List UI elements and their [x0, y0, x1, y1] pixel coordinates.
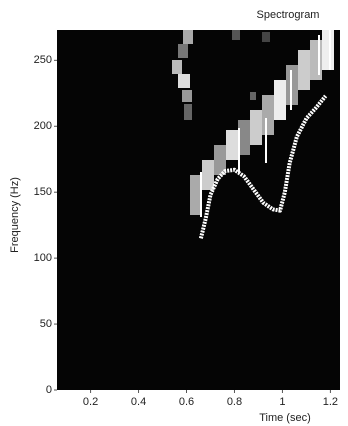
y-axis-label: Frequency (Hz) [9, 177, 21, 253]
x-tick-label: 0.4 [131, 396, 146, 408]
chart-title: Spectrogram [257, 9, 320, 21]
y-tick-label: 100 [34, 252, 52, 264]
y-tick-label: 150 [34, 186, 52, 198]
y-tick-label: 0 [46, 384, 52, 396]
y-tick-label: 250 [34, 54, 52, 66]
x-tick-label: 0.2 [83, 396, 98, 408]
x-tick-label: 0.6 [179, 396, 194, 408]
y-tick-label: 200 [34, 120, 52, 132]
x-tick-label: 1 [279, 396, 285, 408]
spectrogram-image [172, 30, 334, 217]
x-axis-label: Time (sec) [259, 412, 311, 424]
pitch-line [198, 94, 328, 239]
y-tick-label: 50 [40, 318, 52, 330]
x-tick-label: 0.8 [227, 396, 242, 408]
x-tick-label: 1.2 [323, 396, 338, 408]
